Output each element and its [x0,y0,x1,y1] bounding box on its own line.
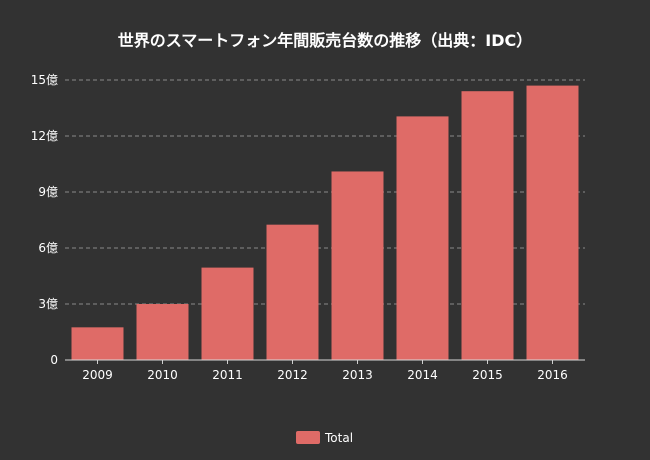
bar-2010[interactable] [136,304,189,360]
bar-2011[interactable] [201,267,254,360]
x-tick-label: 2010 [147,368,178,382]
y-tick-label: 15億 [31,73,58,87]
legend[interactable]: Total [296,431,353,445]
x-tick-label: 2014 [407,368,438,382]
bars [71,85,579,361]
x-tick-label: 2013 [342,368,373,382]
y-tick-label: 0 [50,353,58,367]
y-tick-label: 9億 [38,185,58,199]
bar-2009[interactable] [71,327,124,360]
bar-2013[interactable] [331,171,384,360]
x-tick-label: 2012 [277,368,308,382]
y-axis-ticks: 0 3億 6億 9億 12億 15億 [31,73,58,367]
bar-2015[interactable] [461,91,514,360]
bar-2016[interactable] [526,85,579,360]
bar-2012[interactable] [266,224,319,360]
x-tick-label: 2015 [472,368,503,382]
chart-title: 世界のスマートフォン年間販売台数の推移（出典：IDC） [118,31,533,50]
legend-label-total[interactable]: Total [324,431,353,445]
bar-2014[interactable] [396,116,449,361]
y-tick-label: 3億 [38,297,58,311]
x-tick-label: 2009 [82,368,113,382]
y-tick-label: 12億 [31,129,58,143]
x-tick-label: 2016 [537,368,568,382]
legend-swatch[interactable] [296,431,320,444]
y-tick-label: 6億 [38,241,58,255]
x-axis-ticks: 2009 2010 2011 2012 2013 2014 2015 2016 [82,360,568,382]
x-tick-label: 2011 [212,368,243,382]
